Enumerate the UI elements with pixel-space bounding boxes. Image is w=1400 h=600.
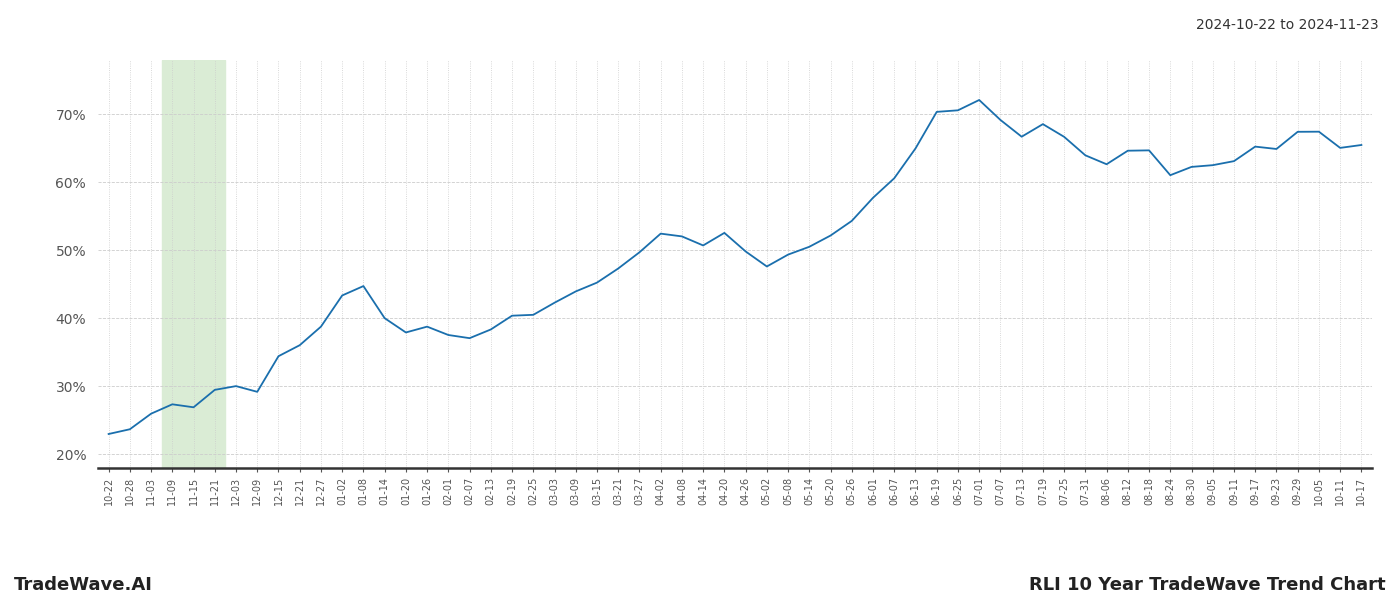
Bar (162, 60, 225, 468)
Text: RLI 10 Year TradeWave Trend Chart: RLI 10 Year TradeWave Trend Chart (1029, 576, 1386, 594)
Text: TradeWave.AI: TradeWave.AI (14, 576, 153, 594)
Text: 2024-10-22 to 2024-11-23: 2024-10-22 to 2024-11-23 (1197, 18, 1379, 32)
